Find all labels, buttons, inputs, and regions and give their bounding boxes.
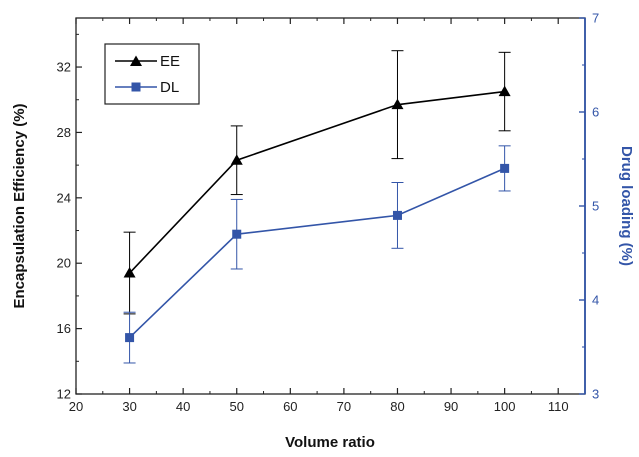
x-tick-label: 60 <box>283 399 297 414</box>
x-tick-label: 30 <box>122 399 136 414</box>
data-point-dl <box>500 163 510 173</box>
x-tick-label: 20 <box>69 399 83 414</box>
legend-marker-dl <box>131 82 141 92</box>
x-tick-label: 50 <box>230 399 244 414</box>
y-tick-label: 20 <box>57 256 71 271</box>
y-tick-label: 16 <box>57 321 71 336</box>
x-tick-label: 100 <box>494 399 516 414</box>
legend: EE DL <box>104 43 200 105</box>
y2-tick-label: 6 <box>592 105 599 120</box>
right-y-axis-title: Drug loading (%) <box>618 146 635 266</box>
y2-tick-label: 3 <box>592 387 599 402</box>
x-axis-title: Volume ratio <box>285 434 375 451</box>
x-tick-label: 70 <box>337 399 351 414</box>
legend-label-dl: DL <box>160 79 179 96</box>
y-tick-label: 12 <box>57 387 71 402</box>
legend-marker-ee <box>130 55 142 66</box>
data-point-dl <box>232 229 242 239</box>
data-point-ee <box>123 267 136 278</box>
left-y-axis: 12 16 20 24 28 32 <box>57 33 82 402</box>
x-tick-label: 40 <box>176 399 190 414</box>
left-y-axis-title: Encapsulation Efficiency (%) <box>11 103 28 308</box>
series-line-ee <box>128 90 505 274</box>
data-point-ee <box>498 85 511 97</box>
y-tick-label: 24 <box>57 190 71 205</box>
y-tick-label: 32 <box>57 60 71 75</box>
y2-tick-label: 4 <box>592 293 599 308</box>
data-point-dl <box>392 210 402 220</box>
x-tick-label: 110 <box>548 399 569 414</box>
x-tick-label: 90 <box>444 399 458 414</box>
legend-label-ee: EE <box>160 53 180 70</box>
series-line-dl <box>129 167 505 339</box>
data-point-dl <box>125 333 135 343</box>
y-tick-label: 28 <box>57 125 71 140</box>
legend-box <box>104 43 200 105</box>
x-tick-label: 80 <box>390 399 404 414</box>
x-axis: 20 30 40 50 60 70 80 90 100 110 <box>69 18 569 414</box>
data-point-ee <box>230 154 243 165</box>
y2-tick-label: 7 <box>592 11 599 26</box>
y2-tick-label: 5 <box>592 199 599 214</box>
right-y-axis: 3 4 5 6 7 <box>579 11 599 402</box>
series-layer <box>123 50 511 364</box>
data-point-ee <box>391 98 404 110</box>
